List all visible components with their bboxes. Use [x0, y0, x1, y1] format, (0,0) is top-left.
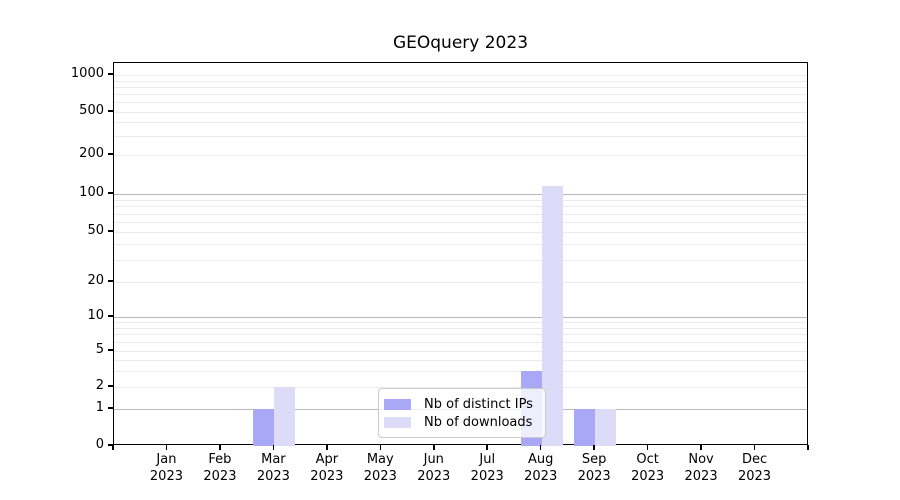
x-tick-mark — [112, 445, 114, 450]
x-tick-label-sep: Sep 2023 — [577, 452, 611, 484]
gridline-major — [114, 194, 807, 195]
x-tick-label-dec: Dec 2023 — [737, 452, 772, 484]
gridline-minor — [114, 222, 807, 223]
bar-downloads-sep — [595, 409, 617, 446]
x-tick-mark — [646, 445, 649, 450]
y-tick-label: 1000 — [70, 66, 104, 81]
x-tick-mark — [379, 445, 382, 450]
y-tick-mark — [108, 444, 113, 446]
gridline-minor — [114, 122, 807, 124]
y-tick-mark — [108, 230, 113, 232]
x-tick-mark — [593, 445, 595, 450]
x-tick-label-jun: Jun 2023 — [417, 452, 451, 484]
x-tick-label-aug: Aug 2023 — [524, 452, 558, 484]
gridline-minor — [114, 327, 807, 329]
x-tick-mark — [700, 445, 702, 450]
gridline-minor — [114, 112, 807, 113]
gridline-minor — [114, 155, 807, 156]
y-tick-mark — [108, 349, 113, 351]
gridline-minor — [114, 86, 807, 88]
legend: Nb of distinct IPs Nb of downloads — [378, 388, 546, 438]
y-tick-label: 50 — [87, 223, 104, 238]
y-tick-label: 100 — [79, 185, 104, 200]
gridline-minor — [114, 80, 807, 82]
y-tick-label: 200 — [79, 146, 104, 161]
x-tick-mark — [539, 445, 542, 450]
gridline-minor — [114, 135, 807, 137]
bar-distinct-ips-sep — [574, 409, 596, 446]
bar-downloads-mar — [274, 387, 296, 446]
y-tick-label: 10 — [87, 308, 104, 323]
gridline-minor — [114, 206, 807, 208]
legend-item-distinct-ips: Nb of distinct IPs — [384, 395, 537, 413]
bar-downloads-aug — [541, 186, 563, 446]
x-tick-label-nov: Nov 2023 — [684, 452, 718, 484]
y-tick-mark — [108, 73, 113, 75]
x-tick-mark — [219, 445, 221, 450]
y-tick-label: 20 — [87, 273, 104, 288]
x-tick-label-jul: Jul 2023 — [470, 452, 504, 484]
x-tick-mark — [433, 445, 435, 450]
x-tick-label-apr: Apr 2023 — [310, 452, 344, 484]
gridline-minor — [114, 199, 807, 201]
y-tick-mark — [108, 110, 113, 112]
y-tick-mark — [108, 315, 113, 317]
legend-label-distinct-ips: Nb of distinct IPs — [424, 396, 533, 412]
gridline-minor — [114, 371, 807, 373]
x-tick-label-oct: Oct 2023 — [631, 452, 665, 484]
x-tick-mark — [753, 445, 756, 450]
y-tick-mark — [108, 407, 113, 409]
x-tick-label-feb: Feb 2023 — [203, 452, 237, 484]
x-tick-mark — [486, 445, 488, 450]
legend-label-downloads: Nb of downloads — [424, 414, 533, 430]
chart-title: GEOquery 2023 — [392, 33, 529, 53]
x-tick-label-jan: Jan 2023 — [149, 452, 183, 484]
x-tick-label-may: May 2023 — [363, 452, 397, 484]
y-tick-mark — [108, 192, 113, 194]
plot-area: Nb of distinct IPs Nb of downloads — [113, 62, 808, 446]
gridline-minor — [114, 75, 807, 76]
gridline-minor — [114, 259, 807, 261]
gridline-minor — [114, 387, 807, 388]
gridline-minor — [114, 232, 807, 233]
y-tick-mark — [108, 385, 113, 387]
x-tick-label-mar: Mar 2023 — [256, 452, 290, 484]
gridline-minor — [114, 244, 807, 246]
gridline-minor — [114, 322, 807, 324]
gridline-minor — [114, 213, 807, 215]
bar-distinct-ips-mar — [253, 409, 275, 446]
y-tick-mark — [108, 153, 113, 155]
gridline-minor — [114, 351, 807, 352]
x-tick-mark — [165, 445, 168, 450]
gridline-minor — [114, 102, 807, 104]
y-tick-mark — [108, 280, 113, 282]
gridline-minor — [114, 359, 807, 361]
y-tick-label: 500 — [79, 103, 104, 118]
gridline-minor — [114, 334, 807, 336]
x-tick-mark — [272, 445, 275, 450]
gridline-major — [114, 317, 807, 318]
x-tick-mark — [807, 445, 809, 450]
x-tick-mark — [326, 445, 328, 450]
gridline-minor — [114, 94, 807, 96]
y-tick-label: 0 — [95, 437, 104, 452]
gridline-minor — [114, 282, 807, 283]
legend-swatch-downloads-icon — [384, 416, 411, 428]
legend-swatch-distinct-ips-icon — [384, 398, 411, 410]
legend-item-downloads: Nb of downloads — [384, 413, 537, 431]
gridline-minor — [114, 342, 807, 344]
y-tick-label: 5 — [95, 342, 104, 357]
y-tick-label: 1 — [95, 400, 104, 415]
y-tick-label: 2 — [95, 378, 104, 393]
